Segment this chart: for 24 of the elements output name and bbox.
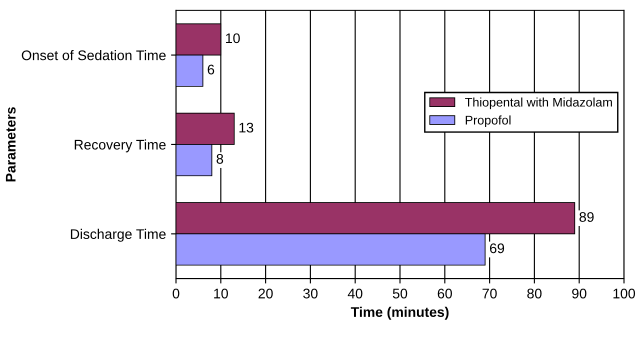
- y-tick-label: Recovery Time: [74, 139, 166, 152]
- y-tick-label: Discharge Time: [70, 228, 166, 242]
- data-label: 8: [216, 154, 224, 164]
- legend-label: Propofol: [466, 115, 510, 128]
- data-label: 10: [226, 33, 240, 44]
- legend-label: Thiopental with Midazolam: [465, 98, 612, 110]
- data-label: 13: [239, 122, 254, 133]
- x-tick-label: 20: [258, 288, 273, 298]
- y-tick-label: Onset of Sedation Time: [22, 50, 166, 60]
- x-axis-title: Time (minutes): [350, 306, 449, 320]
- data-label: 89: [579, 212, 594, 222]
- x-tick-label: 100: [613, 288, 636, 298]
- x-tick-label: 30: [303, 288, 318, 298]
- data-label: 6: [208, 64, 214, 74]
- data-label: 69: [490, 243, 504, 254]
- x-tick-label: 10: [214, 288, 228, 298]
- x-tick-label: 60: [438, 288, 452, 298]
- x-tick-label: 70: [482, 288, 497, 298]
- x-tick-label: 80: [527, 288, 542, 298]
- y-axis-title: Parameters: [6, 107, 16, 182]
- x-tick-label: 90: [572, 288, 586, 298]
- x-tick-label: 40: [348, 288, 362, 298]
- x-tick-label: 50: [392, 288, 408, 298]
- x-tick-label: 0: [172, 288, 180, 298]
